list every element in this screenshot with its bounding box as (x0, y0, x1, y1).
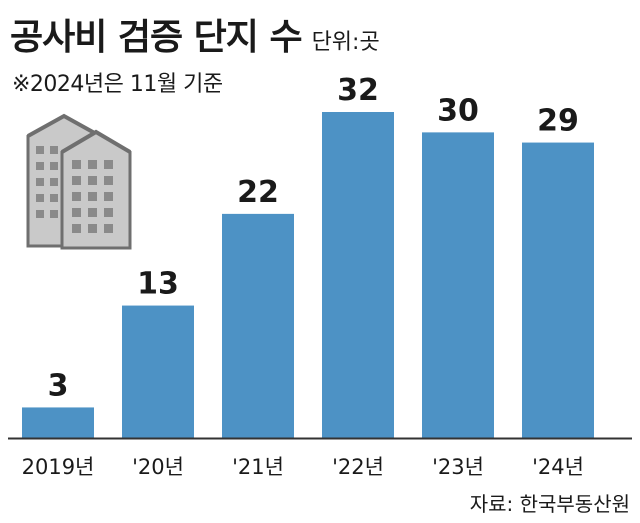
data-label-2: 22 (237, 175, 279, 210)
source-text: 자료: 한국부동산원 (469, 492, 630, 516)
note-text: ※2024년은 11월 기준 (12, 72, 223, 97)
x-tick-label-5: '24년 (532, 455, 584, 479)
bar-5 (522, 142, 594, 438)
data-label-4: 30 (437, 93, 479, 128)
x-tick-label-1: '20년 (132, 455, 184, 479)
title-row: 공사비 검증 단지 수 단위:곳 (10, 8, 380, 60)
x-tick-label-2: '21년 (232, 455, 284, 479)
unit-label: 단위:곳 (311, 30, 380, 55)
bar-0 (22, 407, 94, 438)
bar-1 (122, 305, 194, 438)
data-label-5: 29 (537, 104, 579, 139)
bar-4 (422, 132, 494, 438)
chart-title: 공사비 검증 단지 수 (10, 17, 303, 58)
data-label-1: 13 (137, 267, 179, 302)
data-label-3: 32 (337, 73, 379, 108)
bar-2 (222, 213, 294, 438)
data-label-0: 3 (48, 368, 69, 403)
apartment-buildings-icon (26, 113, 132, 250)
x-tick-label-0: 2019년 (22, 455, 95, 479)
x-tick-label-3: '22년 (332, 455, 384, 479)
bar-3 (322, 112, 394, 438)
x-tick-label-4: '23년 (432, 455, 484, 479)
